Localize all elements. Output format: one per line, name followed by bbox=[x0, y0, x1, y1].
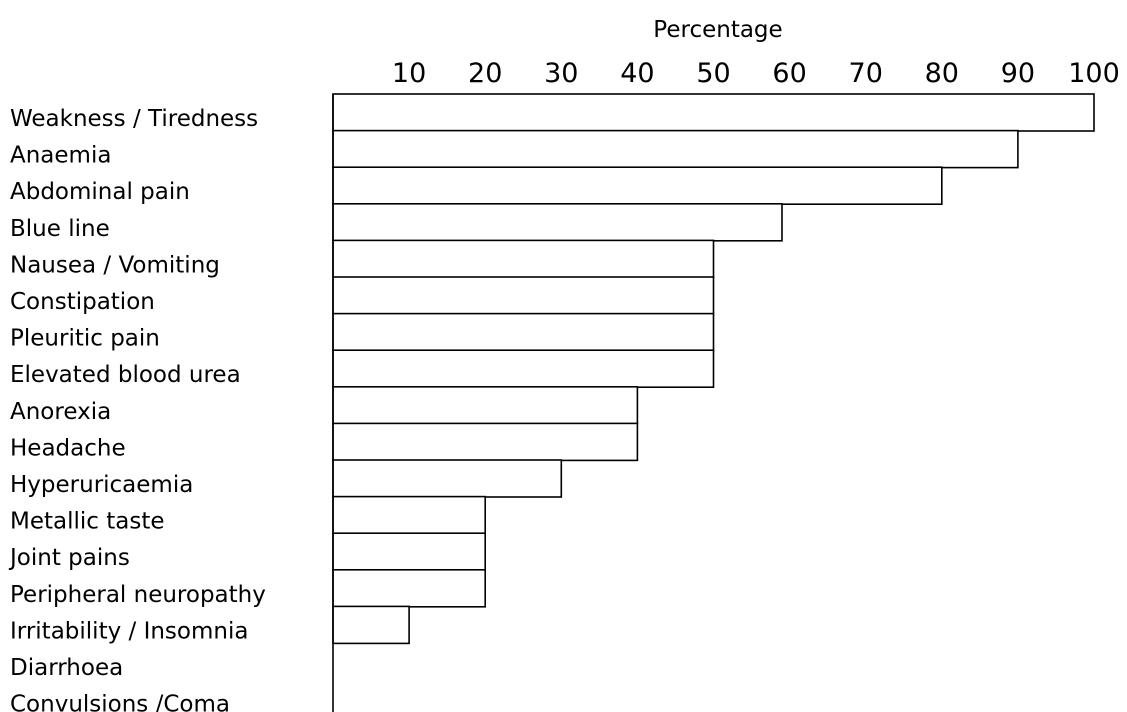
category-label: Headache bbox=[10, 435, 126, 461]
category-label: Nausea / Vomiting bbox=[10, 252, 220, 278]
category-label: Weakness / Tiredness bbox=[10, 106, 258, 132]
tick-label: 50 bbox=[696, 58, 730, 89]
bar bbox=[332, 385, 639, 425]
bar bbox=[332, 459, 563, 498]
category-label: Pleuritic pain bbox=[10, 326, 160, 352]
tick-label: 100 bbox=[1068, 58, 1120, 89]
tick-label: 20 bbox=[468, 58, 502, 89]
bar bbox=[332, 239, 715, 279]
tick-label: 90 bbox=[1001, 58, 1035, 89]
bar bbox=[332, 532, 486, 572]
tick-label: 60 bbox=[772, 58, 806, 89]
category-label: Joint pains bbox=[8, 545, 130, 571]
x-axis-ticks: 10 20 30 40 50 60 70 80 90 100 bbox=[392, 58, 1120, 89]
bar bbox=[332, 495, 486, 535]
tick-label: 70 bbox=[849, 58, 883, 89]
category-label: Hyperuricaemia bbox=[10, 472, 193, 498]
tick-label: 40 bbox=[620, 58, 654, 89]
bar bbox=[332, 605, 410, 645]
bars bbox=[332, 93, 1095, 645]
tick-label: 10 bbox=[392, 58, 426, 89]
bar bbox=[332, 93, 1095, 132]
category-label: Anorexia bbox=[10, 399, 111, 425]
tick-label: 80 bbox=[925, 58, 959, 89]
bar bbox=[332, 276, 715, 315]
category-label: Abdominal pain bbox=[10, 179, 190, 205]
category-label: Constipation bbox=[10, 289, 155, 315]
bar bbox=[332, 568, 486, 608]
bar bbox=[332, 129, 1019, 169]
bar bbox=[332, 203, 783, 242]
category-label: Anaemia bbox=[10, 143, 111, 169]
bar bbox=[332, 422, 639, 462]
category-labels: Weakness / Tiredness Anaemia Abdominal pai… bbox=[8, 106, 266, 712]
category-label: Metallic taste bbox=[10, 509, 165, 535]
bar bbox=[332, 166, 943, 205]
bar bbox=[332, 312, 715, 352]
category-label: Blue line bbox=[10, 216, 110, 242]
category-label: Elevated blood urea bbox=[10, 362, 241, 388]
bar bbox=[332, 349, 715, 389]
category-label: Convulsions /Coma bbox=[10, 692, 230, 712]
category-label: Peripheral neuropathy bbox=[10, 582, 266, 608]
category-label: Irritability / Insomnia bbox=[10, 618, 248, 644]
tick-label: 30 bbox=[544, 58, 578, 89]
category-label: Diarrhoea bbox=[10, 655, 123, 681]
chart-title: Percentage bbox=[653, 17, 782, 43]
